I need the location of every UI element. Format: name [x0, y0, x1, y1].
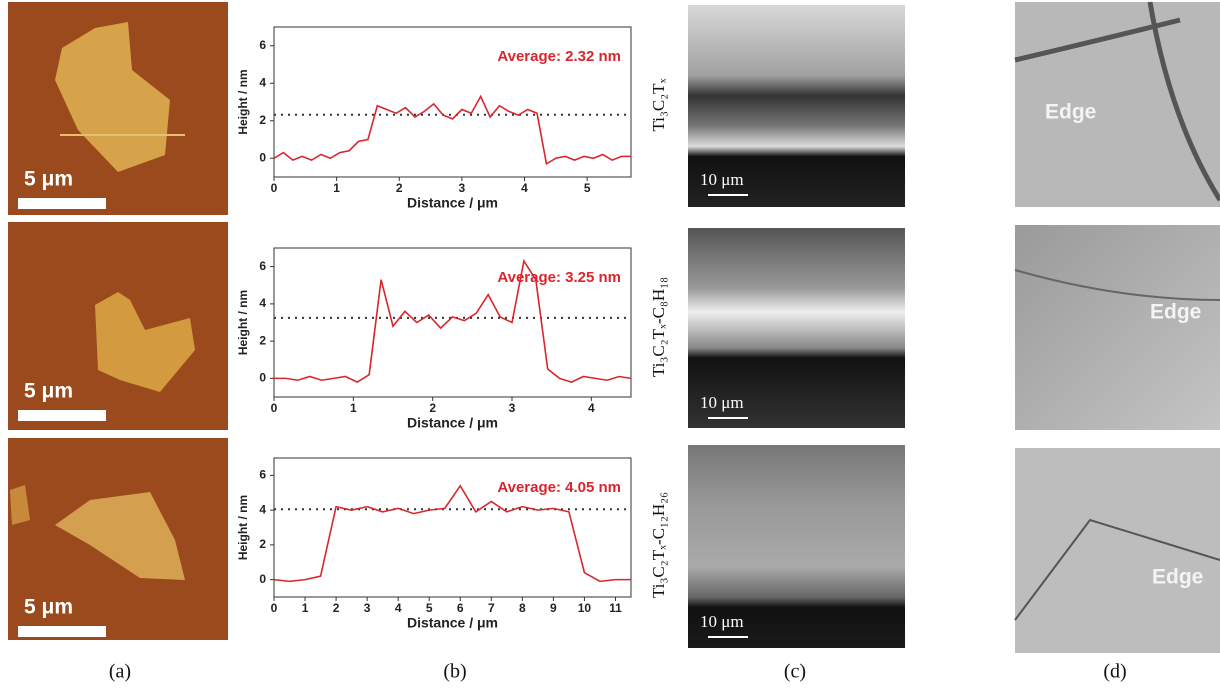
height-profile	[273, 484, 631, 583]
panel-label: (a)	[109, 661, 131, 683]
scale-bar-label: 10 μm	[700, 393, 744, 412]
y-tick-label: 6	[259, 468, 266, 482]
y-tick-label: 0	[259, 150, 266, 164]
x-tick-label: 3	[509, 401, 516, 415]
y-tick-label: 4	[259, 75, 266, 89]
y-tick-label: 6	[259, 38, 266, 52]
scale-bar-label: 5 μm	[24, 168, 73, 191]
edge-label: Edge	[1045, 101, 1096, 124]
x-tick-label: 11	[609, 601, 622, 615]
x-axis-label: Distance / μm	[407, 415, 498, 431]
x-tick-label: 0	[271, 401, 278, 415]
sem-images	[688, 5, 905, 648]
average-annotation: Average: 2.32 nm	[497, 48, 621, 65]
y-axis-label: Height / nm	[236, 69, 250, 134]
scale-bar-label: 5 μm	[24, 596, 73, 619]
y-tick-label: 2	[259, 537, 266, 551]
x-axis-label: Distance / μm	[407, 195, 498, 211]
x-tick-label: 5	[584, 181, 591, 195]
edge-label: Edge	[1152, 566, 1203, 589]
y-tick-label: 0	[259, 371, 266, 385]
height-profile	[273, 94, 631, 166]
y-tick-label: 6	[259, 259, 266, 273]
x-tick-label: 1	[302, 601, 309, 615]
x-tick-label: 9	[550, 601, 557, 615]
y-axis-label: Height / nm	[236, 290, 250, 355]
plot-frame	[273, 457, 632, 598]
average-annotation: Average: 3.25 nm	[497, 269, 621, 286]
x-tick-label: 4	[521, 181, 528, 195]
sample-label: Ti₃C₂Tₓ-C₈H₁₈	[649, 277, 668, 377]
y-axis-label: Height / nm	[236, 495, 250, 560]
x-tick-label: 7	[488, 601, 495, 615]
scale-bar	[18, 626, 106, 637]
x-tick-label: 1	[350, 401, 357, 415]
average-annotation: Average: 4.05 nm	[497, 479, 621, 496]
plot-frame	[273, 247, 632, 398]
scale-bar	[18, 410, 106, 421]
sample-label: Ti₃C₂Tₓ-C₁₂H₂₆	[649, 492, 668, 598]
scale-bar-label: 10 μm	[700, 170, 744, 189]
afm-images	[8, 2, 228, 640]
panel-label: (d)	[1103, 661, 1126, 683]
y-tick-label: 2	[259, 113, 266, 127]
x-tick-label: 10	[578, 601, 592, 615]
x-axis-label: Distance / μm	[407, 615, 498, 631]
edge-label: Edge	[1150, 301, 1201, 324]
x-tick-label: 8	[519, 601, 526, 615]
plot-frame	[273, 26, 632, 178]
y-tick-label: 4	[259, 296, 266, 310]
x-tick-label: 4	[588, 401, 595, 415]
x-tick-label: 5	[426, 601, 433, 615]
x-tick-label: 4	[395, 601, 402, 615]
scale-bar-label: 5 μm	[24, 380, 73, 403]
x-tick-label: 3	[364, 601, 371, 615]
y-tick-label: 0	[259, 572, 266, 586]
x-tick-label: 6	[457, 601, 464, 615]
panel-label: (c)	[784, 661, 806, 683]
x-tick-label: 2	[396, 181, 403, 195]
y-tick-label: 4	[259, 502, 266, 516]
scale-bar-label: 10 μm	[700, 612, 744, 631]
tem-images	[1014, 1, 1220, 653]
x-tick-label: 3	[459, 181, 466, 195]
scale-bar	[18, 198, 106, 209]
x-tick-label: 1	[333, 181, 340, 195]
sample-label: Ti₃C₂Tₓ	[649, 78, 668, 131]
x-tick-label: 2	[429, 401, 436, 415]
y-tick-label: 2	[259, 333, 266, 347]
height-profile	[274, 258, 632, 384]
x-tick-label: 2	[333, 601, 340, 615]
x-tick-label: 0	[271, 181, 278, 195]
panel-label: (b)	[443, 661, 466, 683]
x-tick-label: 0	[271, 601, 278, 615]
